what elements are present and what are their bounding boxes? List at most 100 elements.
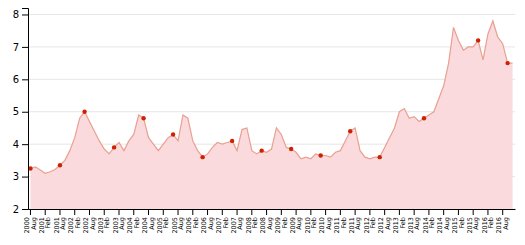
x-tick-label-line: Aug [266,217,274,230]
x-tick: 2007Aug [230,209,245,234]
x-tick-mark [443,209,444,215]
grid [28,14,515,209]
point [476,38,480,42]
x-tick: 2015Feb [451,209,466,234]
x-tick-mark [473,209,474,215]
x-tick: 2009Aug [289,209,304,234]
y-tick: 5 [13,106,28,117]
y-tick-mark [22,79,28,80]
x-tick-mark [133,209,134,215]
y-tick: 6 [13,74,28,85]
y-axis: 2345678 [13,9,29,215]
x-tick-label: 2015Aug [466,217,481,234]
x-tick-label: 2002Aug [82,217,97,234]
x-tick: 2007Feb [215,209,230,234]
x-tick-label-line: Aug [148,217,156,230]
x-tick-mark [281,209,282,215]
x-tick: 2009Feb [274,209,289,234]
x-tick-mark [502,209,503,215]
x-tick-label-line: Feb [44,217,52,229]
x-tick-label-line: Aug [413,217,421,230]
grid-line [28,14,515,15]
x-tick-label-line: Aug [443,217,451,230]
x-tick-label-line: Aug [295,217,303,230]
x-tick-mark [340,209,341,215]
x-tick: 2012Feb [363,209,378,234]
x-tick-mark [414,209,415,215]
x-tick-label-line: Aug [89,217,97,230]
x-tick-label: 2011Aug [348,217,363,234]
grid-line [28,46,515,47]
x-tick: 2006Feb [185,209,200,234]
point [259,148,263,152]
x-tick: 2013Aug [407,209,422,234]
x-tick-mark [266,209,267,215]
x-tick: 2003Aug [112,209,127,234]
x-tick-label-line: Aug [325,217,333,230]
x-tick-mark [104,209,105,215]
point [318,153,322,157]
point [378,155,382,159]
x-tick-mark [487,209,488,215]
x-tick: 2001Aug [53,209,67,234]
x-tick-mark [310,209,311,215]
x-tick-label: 2008Feb [245,217,260,234]
x-tick-label: 2014Feb [422,217,437,234]
x-tick: 2008Aug [259,209,274,234]
x-tick-label-line: Feb [192,217,200,229]
y-tick-label: 3 [13,171,19,182]
x-tick-mark [74,209,75,215]
x-tick-label: 2005Aug [171,217,186,234]
y-tick: 7 [13,42,28,53]
x-tick-mark [384,209,385,215]
y-tick-label: 6 [13,74,19,85]
x-tick-label: 2003Feb [97,217,112,234]
x-tick-label: 2003Aug [112,217,127,234]
y-tick: 3 [13,171,28,182]
x-tick-label-line: Feb [458,217,466,229]
plot: 23456782000Aug2001Feb2001Aug2002Feb2002A… [13,9,516,234]
y-tick-mark [22,112,28,113]
x-tick-mark [428,209,429,215]
point [200,155,204,159]
y-tick-mark [22,177,28,178]
x-tick-mark [251,209,252,215]
x-tick-label: 2014Aug [436,217,451,234]
x-tick: 2002Feb [67,209,82,234]
x-tick-label-line: Aug [59,217,67,230]
x-tick-label: 2016Feb [481,217,496,234]
point [141,116,145,120]
point [82,110,86,114]
x-tick-label-line: Aug [207,217,215,230]
x-tick: 2012Aug [377,209,392,234]
x-tick-label: 2001Aug [53,217,67,234]
x-tick-label-line: Aug [472,217,480,230]
grid-line [28,79,515,80]
x-tick-label-line: Feb [222,217,230,229]
x-tick: 2002Aug [82,209,97,234]
x-tick-label: 2012Feb [363,217,378,234]
x-tick: 2016Feb [481,209,496,234]
x-tick-label-line: Aug [236,217,244,230]
x-tick: 2011Aug [348,209,363,234]
x-tick-label-line: Feb [251,217,259,229]
area [30,21,512,209]
x-tick: 2004Feb [126,209,140,234]
x-tick-label: 2016Aug [495,217,510,234]
point [348,129,352,133]
x-tick-label-line: Aug [354,217,362,230]
x-tick-mark [325,209,326,215]
x-tick: 2000Aug [23,209,38,234]
x-tick-label-line: Feb [340,217,348,229]
x-tick-label: 2012Aug [377,217,392,234]
chart-container: 23456782000Aug2001Feb2001Aug2002Feb2002A… [0,0,525,245]
y-axis-line [22,9,29,210]
x-tick-mark [45,209,46,215]
x-tick-label: 2013Aug [407,217,422,234]
x-tick-label: 2011Feb [333,217,348,234]
x-tick: 2011Feb [333,209,348,234]
x-tick-mark [178,209,179,215]
x-tick-label: 2005Feb [156,217,171,234]
x-tick-label: 2006Feb [185,217,200,234]
x-tick-label: 2009Aug [289,217,304,234]
